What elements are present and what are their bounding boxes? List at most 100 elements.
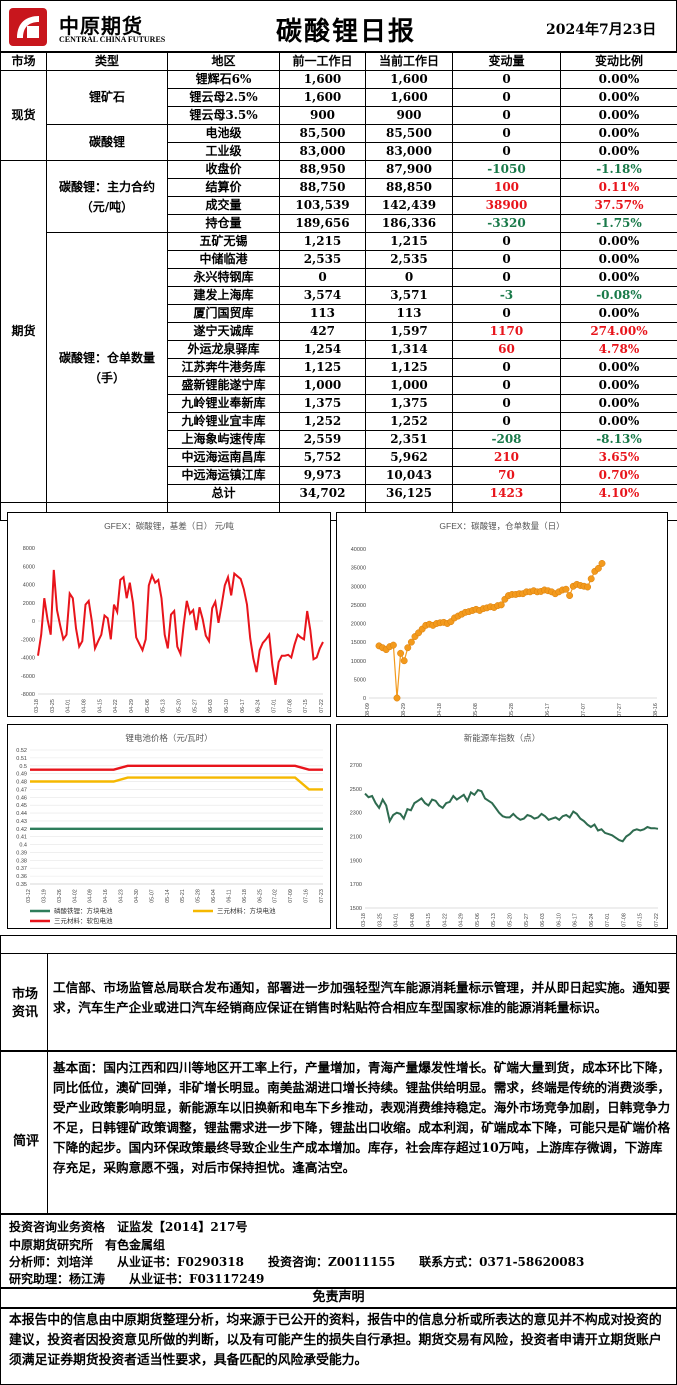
x-tick-label: 06-11 <box>226 889 232 902</box>
news-text: 工信部、市场监管总局联合发布通知，部署进一步加强轻型汽车能源消耗量标示管理，并从… <box>53 980 671 1015</box>
change-cell: 0 <box>452 106 561 125</box>
news-divider <box>47 954 48 1050</box>
x-tick-label: 05-20 <box>177 699 183 713</box>
y-tick-label: -8000 <box>21 692 35 698</box>
x-tick-label: 05-20 <box>508 913 514 927</box>
prev-value-cell: 5,752 <box>279 448 366 467</box>
y-tick-label: 8000 <box>23 546 35 552</box>
region-cell: 持仓量 <box>167 214 280 233</box>
spot-row: 工业级 83,000 83,000 0 0.00% <box>1 142 677 161</box>
x-tick-label: 04-08 <box>410 913 416 927</box>
warehouse-data-point <box>584 583 592 591</box>
column-header: 当前工作日 <box>365 52 453 71</box>
warehouse-chart-panel: GFEX：碳酸锂，仓单数量（日） 40000 35000 30000 25000 2000… <box>336 512 668 717</box>
y-tick-label: 0.48 <box>16 780 27 786</box>
cur-value-cell: 0 <box>365 268 453 287</box>
warehouse-row: 中远海运南昌库 5,752 5,962 210 3.65% <box>1 448 677 467</box>
region-cell: 工业级 <box>167 142 280 161</box>
warehouse-row: 永兴特钢库 0 0 0 0.00% <box>1 268 677 287</box>
cur-value-cell: 1,000 <box>365 376 453 395</box>
region-cell: 江苏奔牛港务库 <box>167 358 280 377</box>
disclaimer-title: 免责声明 <box>312 1290 365 1305</box>
x-tick-label: 05-07 <box>149 889 155 903</box>
x-tick-label: 06-17 <box>573 913 579 927</box>
x-tick-label: 06-10 <box>224 699 230 713</box>
x-tick-label: 06-03 <box>208 699 214 713</box>
warehouse-row: 碳酸锂：仓单数量（手） 五矿无锡 1,215 1,215 0 0.00% <box>1 232 677 503</box>
table-header-row: 市场 类型 地区 前一工作日 当前工作日 变动量 变动比例 <box>0 52 677 71</box>
region-cell: 九岭锂业奉新库 <box>167 394 280 413</box>
x-tick-label: 04-30 <box>134 889 140 903</box>
x-tick-label: 07-22 <box>319 699 325 713</box>
x-tick-label: 04-22 <box>442 913 448 927</box>
main-contract-label: 碳酸锂：主力合约（元/吨） <box>46 160 168 233</box>
warehouse-row: 江苏奔牛港务库 1,125 1,125 0 0.00% <box>1 358 677 377</box>
change-pct-cell: 3.65% <box>560 448 677 467</box>
prev-value-cell: 0 <box>279 268 366 287</box>
change-pct-cell: -8.13% <box>560 430 677 449</box>
region-cell: 遂宁天诚库 <box>167 322 280 341</box>
x-tick-label: 04-08 <box>82 699 88 713</box>
y-tick-label: 4000 <box>23 583 35 589</box>
y-tick-label: 0.39 <box>16 850 27 856</box>
y-tick-label: 2000 <box>23 601 35 607</box>
news-label: 市场资讯 <box>11 987 38 1020</box>
prev-value-cell: 900 <box>279 106 366 125</box>
cur-value-cell: 2,351 <box>365 430 453 449</box>
column-header: 前一工作日 <box>279 52 366 71</box>
region-cell: 九岭锂业宜丰库 <box>167 412 280 431</box>
y-tick-label: 35000 <box>351 566 366 572</box>
spot-row: 现货 锂矿石 锂辉石6% 1,600 1,600 0 0.00% <box>0 70 677 161</box>
logo-mark-icon <box>9 8 47 46</box>
y-tick-label: -6000 <box>21 674 35 680</box>
nev-index-chart: 新能源车指数（点）270025002300210019001700150003-… <box>350 733 660 927</box>
institute-text: 中原期货研究所 有色金属组 <box>9 1238 166 1252</box>
change-pct-cell: 37.57% <box>560 196 677 215</box>
x-tick-label: 04-09 <box>88 889 94 903</box>
x-tick-label: 06-24 <box>256 699 262 713</box>
x-tick-label: 05-27 <box>524 913 530 927</box>
region-cell: 收盘价 <box>167 160 280 179</box>
change-pct-cell: 0.00% <box>560 106 677 125</box>
warehouse-row: 厦门国贸库 113 113 0 0.00% <box>1 304 677 323</box>
assistant-text: 研究助理：杨江涛 从业证书：F03117249 <box>9 1272 265 1286</box>
change-pct-cell: 0.00% <box>560 412 677 431</box>
cur-value-cell: 3,571 <box>365 286 453 305</box>
change-pct-cell: 0.00% <box>560 358 677 377</box>
column-header: 变动比例 <box>560 52 677 71</box>
change-cell: 0 <box>452 412 561 431</box>
warehouse-data-point <box>594 564 602 572</box>
region-cell: 锂云母2.5% <box>167 88 280 107</box>
change-cell: 60 <box>452 340 561 359</box>
change-pct-cell: 0.00% <box>560 124 677 143</box>
x-tick-label: 04-01 <box>66 699 72 713</box>
y-tick-label: 0.37 <box>16 866 27 872</box>
prev-value-cell: 427 <box>279 322 366 341</box>
change-cell: 0 <box>452 250 561 269</box>
spot-row: 锂云母2.5% 1,600 1,600 0 0.00% <box>1 88 677 107</box>
x-tick-label: 06-17 <box>545 703 551 716</box>
cur-value-cell: 2,535 <box>365 250 453 269</box>
prev-value-cell: 103,539 <box>279 196 366 215</box>
spot-row: 锂云母3.5% 900 900 0 0.00% <box>1 106 677 125</box>
x-tick-label: 05-14 <box>165 889 171 903</box>
region-cell: 盛新锂能遂宁库 <box>167 376 280 395</box>
x-tick-label: 06-24 <box>589 913 595 927</box>
futures-main-row: 期货 碳酸锂：主力合约（元/吨） 收盘价 88,950 87,900 -1050 -1.18… <box>0 160 677 503</box>
change-pct-cell: 0.11% <box>560 178 677 197</box>
x-tick-label: 06-10 <box>556 913 562 927</box>
warehouse-row: 上海象屿速传库 2,559 2,351 -208 -8.13% <box>1 430 677 449</box>
warehouse-row: 九岭锂业宜丰库 1,252 1,252 0 0.00% <box>1 412 677 431</box>
change-pct-cell: 0.00% <box>560 250 677 269</box>
warehouse-row: 中远海运镇江库 9,973 10,043 70 0.70% <box>1 466 677 485</box>
y-tick-label: 0.38 <box>16 858 27 864</box>
column-header: 市场 <box>0 52 47 71</box>
region-cell: 电池级 <box>167 124 280 143</box>
prev-value-cell: 113 <box>279 304 366 323</box>
nev-index-line <box>364 788 659 843</box>
x-tick-label: 07-09 <box>288 889 294 903</box>
cur-value-cell: 88,850 <box>365 178 453 197</box>
battery-series-line <box>30 776 323 791</box>
change-cell: 0 <box>452 70 561 89</box>
x-tick-label: 04-16 <box>103 889 109 903</box>
